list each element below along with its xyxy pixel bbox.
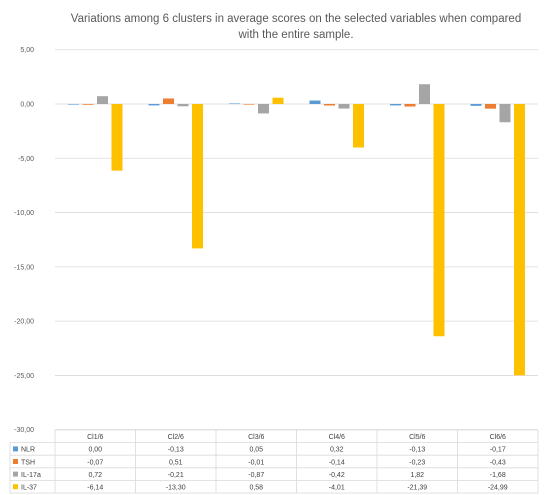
table-value: -1,68: [490, 472, 506, 479]
bar: [309, 100, 321, 104]
category-label: Cl3/6: [248, 434, 264, 441]
bar: [470, 104, 482, 106]
y-tick-label: -20,00: [14, 319, 34, 326]
bar: [433, 104, 445, 337]
table-value: 0,72: [88, 472, 102, 479]
y-tick-label: -15,00: [14, 264, 34, 271]
y-tick-label: -30,00: [14, 427, 34, 434]
bar: [353, 104, 364, 148]
table-value: -0,23: [409, 459, 425, 466]
bar: [192, 104, 203, 249]
table-value: -0,01: [248, 459, 264, 466]
table-value: -0,13: [168, 447, 184, 454]
table-value: -0,87: [248, 472, 264, 479]
bar: [97, 96, 108, 104]
legend-swatch: [13, 446, 18, 452]
bar: [258, 104, 269, 114]
legend-swatch: [13, 471, 18, 477]
bar: [163, 98, 174, 104]
table-value: -0,13: [409, 447, 425, 454]
category-label: Cl5/6: [409, 434, 425, 441]
bar: [177, 104, 189, 107]
table-value: -24,99: [488, 485, 508, 492]
legend-label: IL-37: [21, 485, 37, 492]
table-value: -0,17: [490, 447, 506, 454]
table-value: -6,14: [87, 485, 103, 492]
table-value: -13,30: [166, 485, 186, 492]
legend-swatch: [13, 459, 18, 464]
bar: [338, 104, 350, 109]
bar: [68, 104, 79, 105]
legend-label: NLR: [21, 447, 35, 454]
table-value: -0,43: [490, 459, 506, 466]
table-value: 0,51: [169, 459, 183, 466]
legend-label: TSH: [21, 459, 35, 466]
bar: [243, 104, 255, 105]
bar: [82, 104, 94, 105]
bar: [272, 97, 284, 104]
category-label: Cl1/6: [87, 434, 103, 441]
bar: [404, 104, 416, 107]
y-tick-label: 0,00: [20, 102, 34, 109]
table-value: -0,21: [168, 472, 184, 479]
table-value: 0,00: [88, 447, 102, 454]
table-value: -4,01: [329, 485, 345, 492]
table-value: 0,58: [249, 485, 263, 492]
table-value: 1,82: [410, 472, 424, 479]
table-value: -21,39: [407, 485, 427, 492]
table-value: 0,05: [249, 447, 263, 454]
y-tick-label: 5,00: [20, 47, 34, 54]
category-label: Cl6/6: [490, 434, 506, 441]
bar: [514, 104, 525, 376]
table-value: 0,32: [330, 447, 344, 454]
bar: [499, 104, 511, 123]
legend-label: IL-17a: [21, 472, 41, 479]
chart-title-line-2: with the entire sample.: [237, 29, 353, 41]
bar: [324, 104, 335, 106]
bar: [148, 104, 160, 106]
y-tick-label: -5,00: [18, 156, 34, 163]
category-label: Cl4/6: [329, 434, 345, 441]
table-value: -0,42: [329, 472, 345, 479]
bar: [485, 104, 496, 109]
y-tick-label: -10,00: [14, 210, 34, 217]
legend-swatch: [13, 484, 18, 490]
table-value: -0,14: [329, 459, 345, 466]
table-value: -0,07: [87, 459, 103, 466]
bar: [111, 104, 123, 171]
bar: [390, 104, 401, 106]
bar: [229, 103, 240, 105]
y-tick-label: -25,00: [14, 373, 34, 380]
category-label: Cl2/6: [168, 434, 184, 441]
chart-title-line-1: Variations among 6 clusters in average s…: [71, 13, 521, 25]
bar: [419, 84, 430, 104]
